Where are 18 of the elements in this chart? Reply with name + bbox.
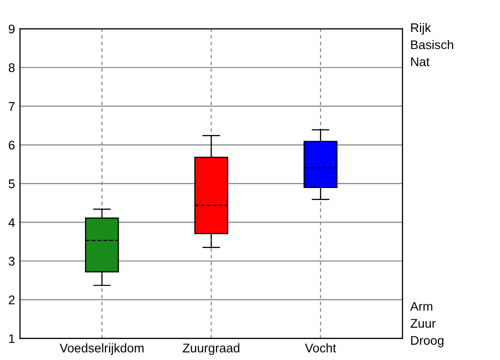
text: Arm (410, 302, 432, 311)
y-tick-label: 6 (8, 140, 15, 150)
text: Basisch (411, 40, 454, 50)
y-tick-label: 1 (9, 334, 15, 343)
y-tick-label: 3 (8, 256, 15, 266)
text: Zuur (410, 319, 436, 328)
text: Rijk (411, 22, 431, 35)
y-tick-label: 2 (8, 296, 15, 304)
y-tick-label: 5 (8, 180, 15, 188)
x-tick-label: Voedselrijkdom (60, 343, 144, 355)
y-tick-label: 9 (8, 24, 15, 34)
text: Nat (411, 57, 430, 66)
y-tick-label: 7 (8, 102, 15, 111)
text: Droog (411, 336, 444, 348)
x-tick-label: Zuurgraad (182, 343, 240, 355)
x-tick-label: Vocht (304, 343, 336, 352)
y-tick-label: 4 (8, 218, 15, 227)
y-tick-label: 8 (8, 63, 15, 72)
